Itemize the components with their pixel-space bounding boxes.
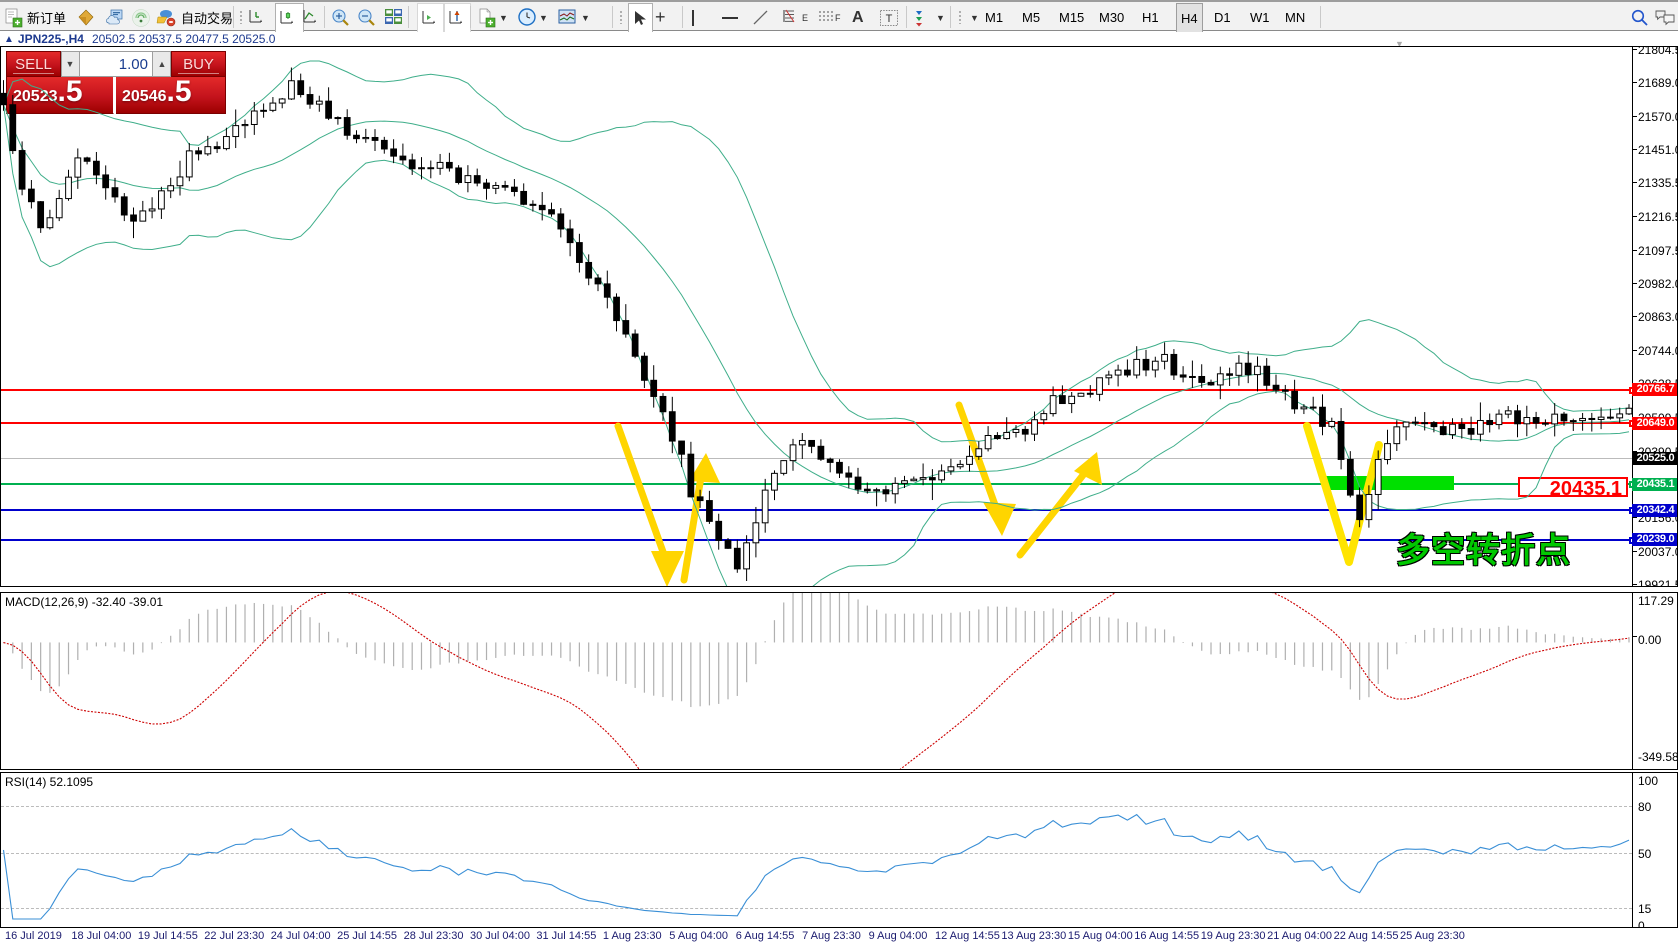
svg-text:T: T xyxy=(886,13,893,25)
